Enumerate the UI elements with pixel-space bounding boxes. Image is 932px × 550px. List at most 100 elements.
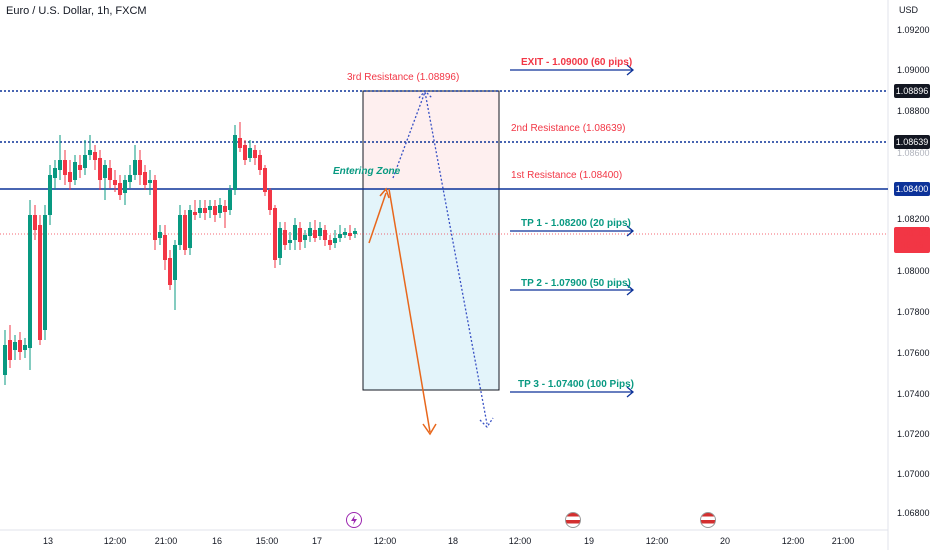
time-label: 12:00 [103,536,127,546]
candle-body [148,180,152,183]
first-resistance-label[interactable]: 1st Resistance (1.08400) [511,170,623,181]
entering-zone-label[interactable]: Entering Zone [333,166,401,177]
candle-body [278,228,282,258]
candle-body [223,206,227,212]
candle-body [83,155,87,168]
third-resistance-label[interactable]: 3rd Resistance (1.08896) [347,72,460,83]
candle-body [163,235,167,260]
candle-body [98,158,102,180]
candle-body [213,206,217,215]
risk-zone [362,90,500,190]
candle-body [248,148,252,158]
candle-body [178,215,182,245]
tp3-label[interactable]: TP 3 - 1.07400 (100 Pips) [518,379,634,390]
lightning-icon[interactable] [346,512,362,528]
time-label: 13 [42,536,54,546]
candle-body [138,160,142,175]
candle-body [118,183,122,195]
candle-body [48,175,52,215]
exit-arrow [510,64,635,76]
candle-body [123,180,127,193]
drop-arrow-line [388,188,431,433]
candle-body [288,240,292,243]
time-label: 20 [719,536,731,546]
candle-body [268,190,272,210]
candle-body [143,172,147,185]
time-label: 21:00 [154,536,178,546]
tp2-arrow [510,284,635,296]
candle-body [33,215,37,230]
candle-body [308,228,312,236]
price-label: 1.09000 [897,65,930,75]
candle-body [188,210,192,248]
second-resistance-label[interactable]: 2nd Resistance (1.08639) [511,123,626,134]
candle-body [343,232,347,235]
candle-body [43,215,47,330]
candle-body [13,342,17,350]
price-label: 1.07600 [897,348,930,358]
candle-body [228,190,232,210]
candle-body [63,160,67,175]
tp1-label[interactable]: TP 1 - 1.08200 (20 pips) [521,218,631,229]
candle-body [113,180,117,185]
candle-body [88,150,92,155]
candle-body [128,175,132,182]
price-label: 1.06800 [897,508,930,518]
price-label: 1.07000 [897,469,930,479]
candle-body [293,225,297,240]
candle-body [183,215,187,250]
candle-body [303,235,307,240]
candle-body [243,145,247,160]
current-price-tag: 1.08186 36:26 [894,227,930,253]
price-label: 1.07800 [897,307,930,317]
candle-body [283,230,287,245]
symbol-title[interactable]: Euro / U.S. Dollar, 1h, FXCM [6,5,147,17]
price-label: 1.08600 [897,148,930,158]
candle-body [338,234,342,238]
candle-body [253,150,257,158]
candle-body [68,172,72,182]
time-label: 12:00 [645,536,669,546]
candle-body [263,168,267,192]
second-resistance-price-tag: 1.08639 [894,135,930,149]
price-label: 1.09200 [897,25,930,35]
current-price: 1.08186 [895,228,929,238]
exit-label[interactable]: EXIT - 1.09000 (60 pips) [521,57,633,68]
price-label: 1.08800 [897,106,930,116]
price-label: 1.08000 [897,266,930,276]
candle-body [208,206,212,210]
currency-label: USD [899,5,919,15]
candle-body [313,230,317,238]
candle-body [298,228,302,242]
us-flag-icon[interactable] [565,512,581,528]
us-flag-icon[interactable] [700,512,716,528]
candle-body [318,228,322,236]
countdown: 36:26 [900,240,924,250]
candle-body [233,135,237,190]
tp1-arrow [510,225,635,237]
price-label: 1.07200 [897,429,930,439]
price-label: 1.07400 [897,389,930,399]
projection-path [392,89,488,425]
candle-body [258,155,262,170]
tp2-label[interactable]: TP 2 - 1.07900 (50 pips) [521,278,631,289]
third-resistance-price-tag: 1.08896 [894,84,930,98]
candle-body [23,345,27,350]
drop-arrow-head [422,423,437,436]
candle-body [328,240,332,245]
candle-body [18,340,22,352]
candle-body [203,208,207,213]
time-label: 21:00 [831,536,855,546]
candle-body [238,138,242,148]
candle-body [38,225,42,340]
first-resistance-price-tag: 1.08400 [894,182,930,196]
price-label: 1.08200 [897,214,930,224]
candle-body [93,152,97,160]
time-label: 19 [583,536,595,546]
candle-body [173,245,177,280]
candle-body [103,165,107,178]
candle-body [73,162,77,180]
candlestick-series [3,122,357,385]
